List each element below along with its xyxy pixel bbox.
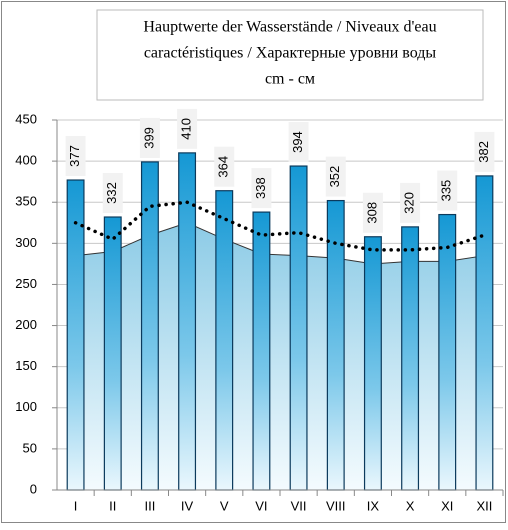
data-label: 308 bbox=[364, 202, 379, 224]
data-label: 338 bbox=[253, 177, 268, 199]
data-label: 399 bbox=[141, 127, 156, 149]
chart-title: caractéristiques / Характерные уровни во… bbox=[144, 45, 437, 62]
bar bbox=[216, 191, 233, 490]
data-label: 332 bbox=[104, 182, 119, 204]
y-tick-label: 200 bbox=[15, 317, 37, 332]
bar bbox=[142, 162, 159, 490]
x-tick-label: VI bbox=[255, 498, 267, 513]
data-label: 320 bbox=[402, 192, 417, 214]
bar bbox=[290, 166, 307, 490]
data-label: 335 bbox=[439, 180, 454, 202]
bar bbox=[104, 217, 121, 490]
x-tick-label: II bbox=[109, 498, 116, 513]
chart-title: Hauptwerte der Wasserstände / Niveaux d'… bbox=[143, 19, 436, 36]
y-tick-label: 350 bbox=[15, 194, 37, 209]
y-tick-label: 50 bbox=[23, 440, 37, 455]
bar bbox=[402, 227, 419, 490]
x-tick-label: IV bbox=[181, 498, 194, 513]
x-tick-label: VII bbox=[291, 498, 307, 513]
chart: Hauptwerte der Wasserstände / Niveaux d'… bbox=[0, 0, 508, 525]
data-label: 382 bbox=[476, 141, 491, 163]
bar bbox=[253, 212, 270, 490]
data-label: 410 bbox=[179, 118, 194, 140]
y-tick-label: 250 bbox=[15, 276, 37, 291]
area bbox=[76, 223, 485, 490]
y-tick-label: 100 bbox=[15, 399, 37, 414]
x-tick-label: X bbox=[406, 498, 415, 513]
x-tick-label: VIII bbox=[326, 498, 346, 513]
data-label: 394 bbox=[290, 131, 305, 153]
x-tick-label: XI bbox=[441, 498, 453, 513]
bar bbox=[365, 237, 382, 490]
x-tick-label: V bbox=[220, 498, 229, 513]
data-label: 364 bbox=[216, 156, 231, 178]
data-label: 352 bbox=[327, 166, 342, 188]
y-tick-label: 0 bbox=[30, 481, 37, 496]
x-tick-label: III bbox=[144, 498, 155, 513]
y-tick-label: 300 bbox=[15, 235, 37, 250]
x-tick-label: I bbox=[74, 498, 78, 513]
chart-title: cm - см bbox=[265, 71, 315, 88]
bar bbox=[476, 176, 493, 490]
data-label: 377 bbox=[67, 145, 82, 167]
bar bbox=[439, 215, 456, 490]
y-tick-label: 150 bbox=[15, 358, 37, 373]
y-tick-label: 450 bbox=[15, 111, 37, 126]
y-tick-label: 400 bbox=[15, 153, 37, 168]
x-tick-label: XII bbox=[476, 498, 492, 513]
x-tick-label: IX bbox=[367, 498, 380, 513]
